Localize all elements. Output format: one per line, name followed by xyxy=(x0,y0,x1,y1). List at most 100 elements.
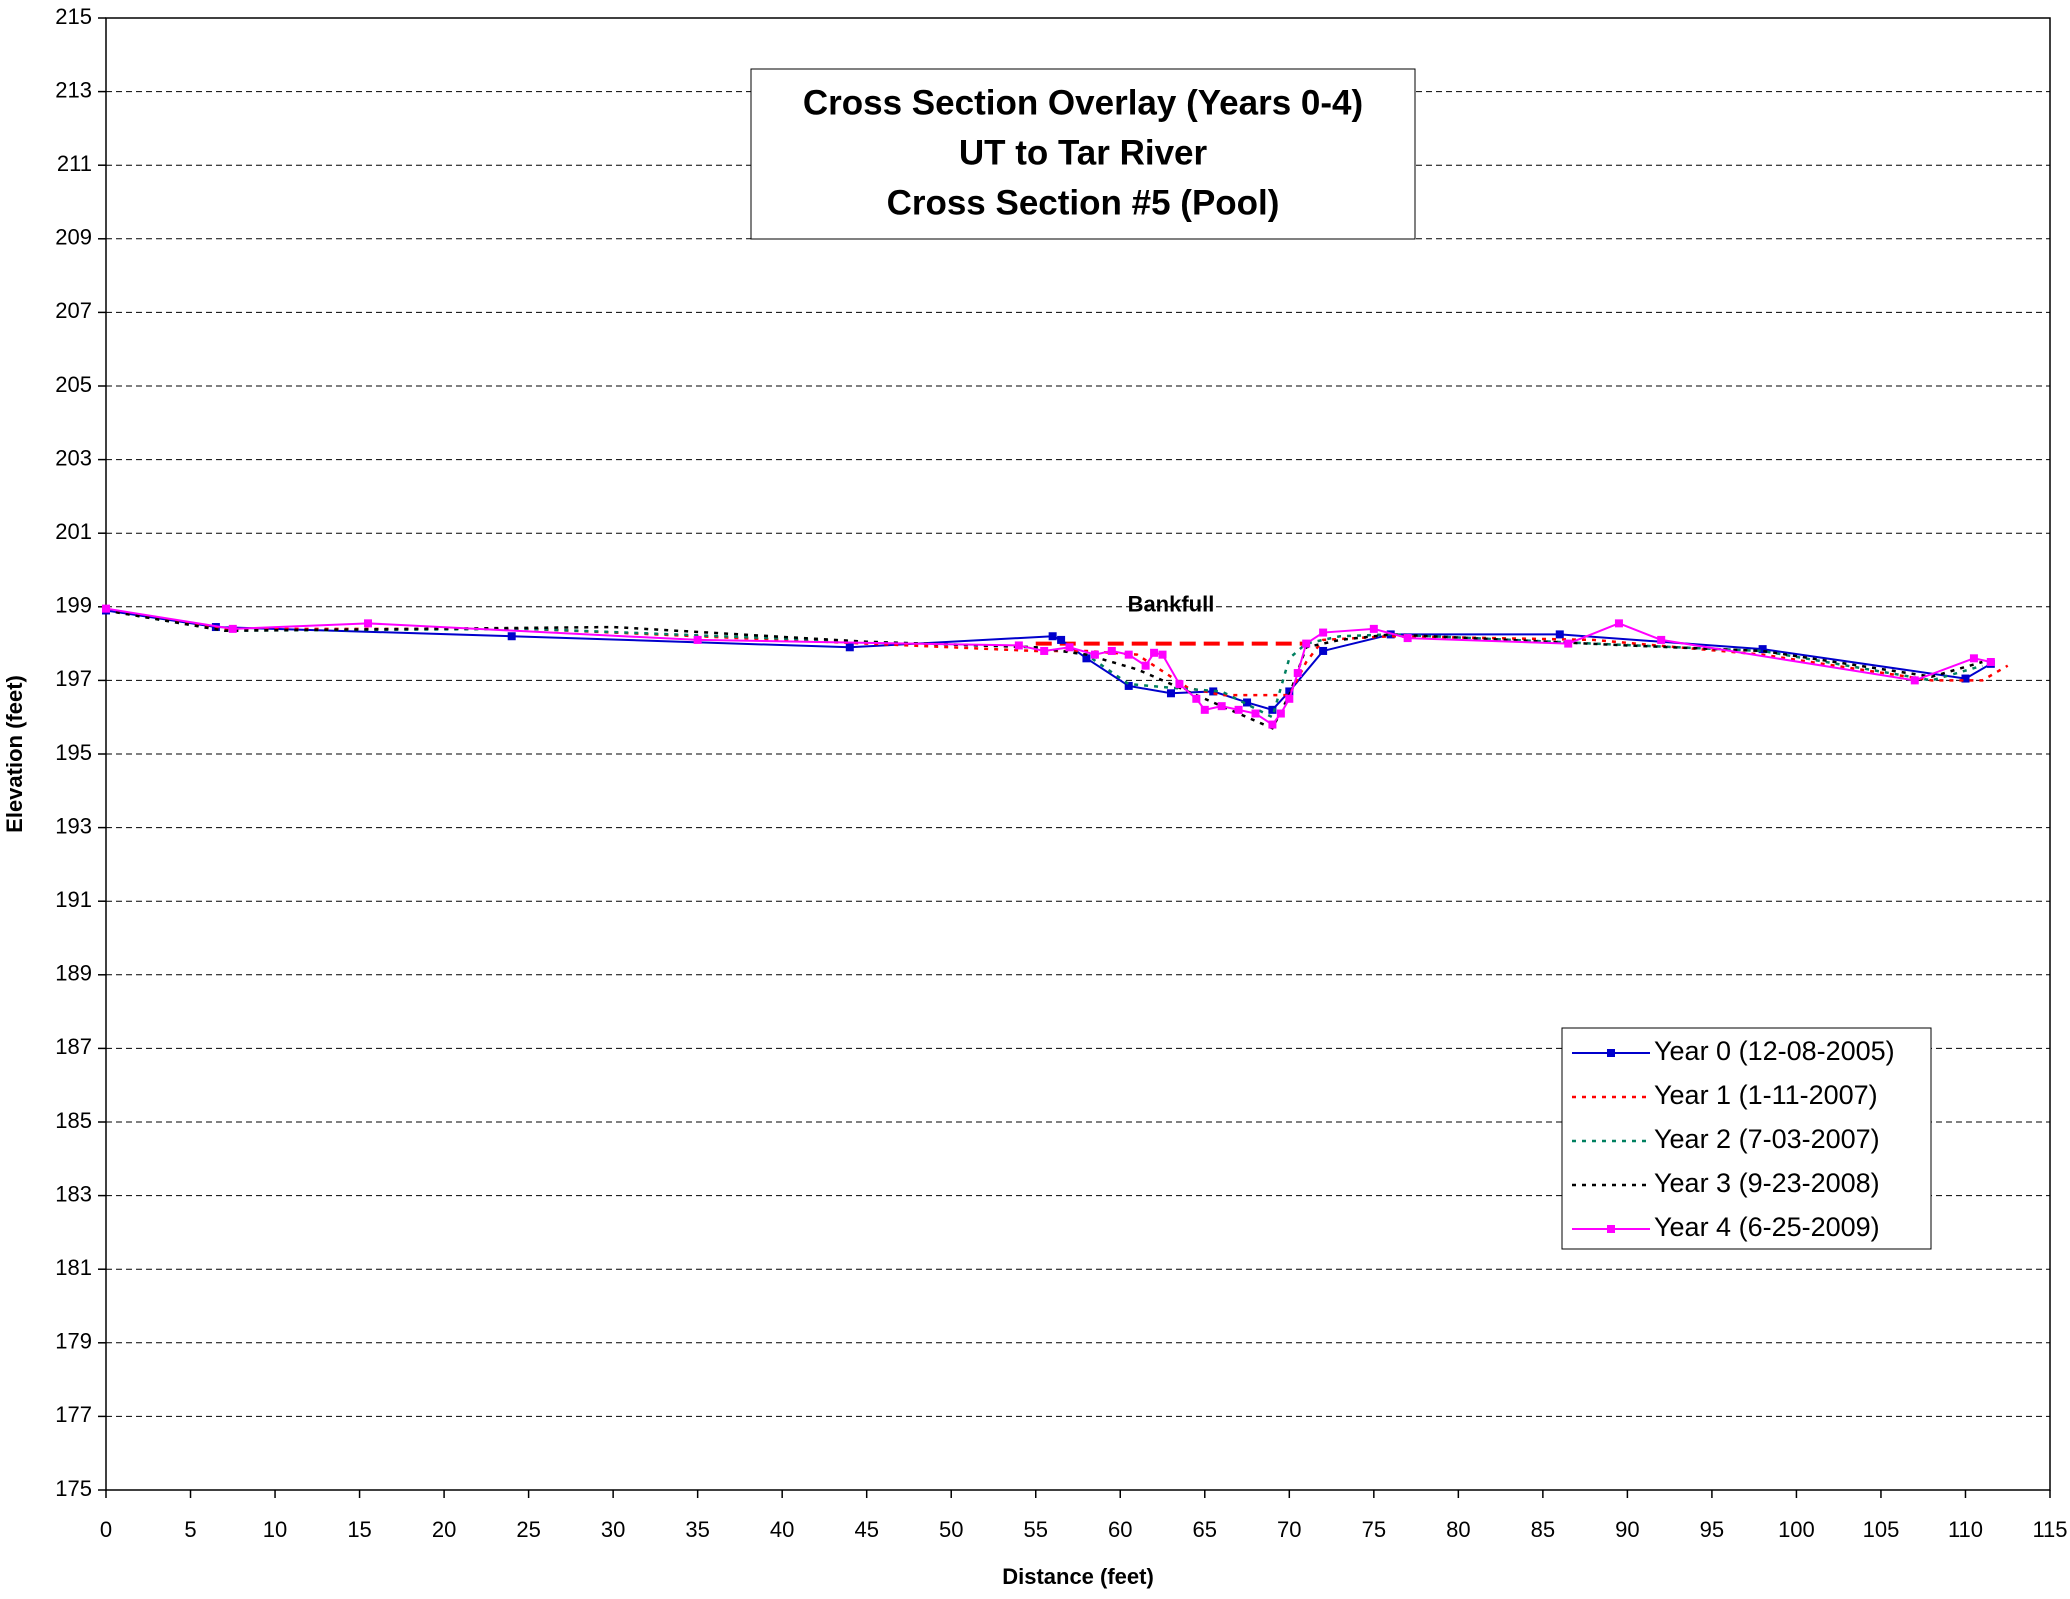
series-marker xyxy=(693,635,702,644)
series-marker xyxy=(1403,634,1412,643)
series-marker xyxy=(1090,650,1099,659)
y-tick-label: 207 xyxy=(55,298,92,323)
series-line xyxy=(105,609,1983,730)
bankfull-label: Bankfull xyxy=(1128,591,1215,616)
series-marker xyxy=(845,643,854,652)
x-tick-label: 80 xyxy=(1446,1517,1470,1542)
series-marker xyxy=(1158,650,1167,659)
x-tick-label: 55 xyxy=(1023,1517,1047,1542)
series-marker xyxy=(364,619,373,628)
series-marker xyxy=(1048,632,1057,641)
series-marker xyxy=(1285,694,1294,703)
series-marker xyxy=(1564,639,1573,648)
legend-label: Year 4 (6-25-2009) xyxy=(1654,1212,1880,1242)
x-axis-label: Distance (feet) xyxy=(1002,1564,1154,1589)
legend-box xyxy=(1561,1027,1932,1250)
series-marker xyxy=(1302,639,1311,648)
x-tick-label: 105 xyxy=(1863,1517,1900,1542)
series-marker xyxy=(1758,645,1767,654)
y-tick-label: 199 xyxy=(55,593,92,618)
series-marker xyxy=(1166,689,1175,698)
x-tick-label: 85 xyxy=(1531,1517,1555,1542)
y-tick-label: 201 xyxy=(55,519,92,544)
x-tick-label: 0 xyxy=(100,1517,112,1542)
series-marker xyxy=(1141,661,1150,670)
series-marker xyxy=(1200,705,1209,714)
x-tick-label: 115 xyxy=(2032,1517,2067,1542)
y-tick-label: 191 xyxy=(55,887,92,912)
x-tick-label: 60 xyxy=(1108,1517,1132,1542)
series-marker xyxy=(1276,709,1285,718)
y-tick-label: 193 xyxy=(55,813,92,838)
x-tick-label: 65 xyxy=(1193,1517,1217,1542)
series-marker xyxy=(1268,705,1277,714)
series-marker xyxy=(1243,698,1252,707)
series-marker xyxy=(1293,669,1302,678)
series-marker xyxy=(1124,681,1133,690)
y-tick-label: 189 xyxy=(55,961,92,986)
y-tick-label: 175 xyxy=(55,1476,92,1501)
legend-marker xyxy=(1607,1049,1615,1057)
y-tick-label: 181 xyxy=(55,1255,92,1280)
x-tick-label: 95 xyxy=(1700,1517,1724,1542)
series-line xyxy=(105,609,2009,697)
series-marker xyxy=(1057,635,1066,644)
series-marker xyxy=(1209,687,1218,696)
x-tick-label: 30 xyxy=(601,1517,625,1542)
title-box xyxy=(750,68,1416,240)
series-marker xyxy=(1192,694,1201,703)
series-marker xyxy=(1150,648,1159,657)
series-marker xyxy=(102,604,110,613)
series-marker xyxy=(1014,641,1023,650)
x-tick-label: 90 xyxy=(1615,1517,1639,1542)
series-marker xyxy=(1251,709,1260,718)
series-marker xyxy=(1969,654,1978,663)
x-tick-label: 45 xyxy=(854,1517,878,1542)
series-marker xyxy=(1285,687,1294,696)
chart-title: Cross Section #5 (Pool) xyxy=(887,183,1280,222)
y-tick-label: 187 xyxy=(55,1034,92,1059)
series-marker xyxy=(1369,624,1378,633)
x-tick-label: 110 xyxy=(1948,1517,1983,1542)
x-tick-label: 15 xyxy=(347,1517,371,1542)
series-marker xyxy=(1961,674,1970,683)
x-tick-label: 40 xyxy=(770,1517,794,1542)
series-marker xyxy=(1614,619,1623,628)
series-marker xyxy=(1319,646,1328,655)
series-marker xyxy=(1555,630,1564,639)
x-tick-label: 100 xyxy=(1778,1517,1815,1542)
series-marker xyxy=(1986,658,1995,666)
x-tick-label: 20 xyxy=(432,1517,456,1542)
y-axis-label: Elevation (feet) xyxy=(2,675,27,833)
y-tick-label: 209 xyxy=(55,225,92,250)
y-tick-label: 183 xyxy=(55,1181,92,1206)
series-marker xyxy=(1268,720,1277,729)
chart-title: UT to Tar River xyxy=(959,133,1208,172)
series-marker xyxy=(1234,705,1243,714)
legend-label: Year 3 (9-23-2008) xyxy=(1654,1168,1880,1198)
legend-label: Year 2 (7-03-2007) xyxy=(1654,1124,1880,1154)
y-tick-label: 213 xyxy=(55,77,92,102)
y-tick-label: 205 xyxy=(55,372,92,397)
series-marker xyxy=(1319,628,1328,637)
legend-label: Year 1 (1-11-2007) xyxy=(1654,1080,1878,1110)
x-tick-label: 75 xyxy=(1362,1517,1386,1542)
series-marker xyxy=(1082,654,1091,663)
series-marker xyxy=(228,624,237,633)
x-tick-label: 25 xyxy=(516,1517,540,1542)
series-marker xyxy=(1175,680,1184,689)
x-tick-label: 70 xyxy=(1277,1517,1301,1542)
x-tick-label: 50 xyxy=(939,1517,963,1542)
series-marker xyxy=(507,632,516,641)
legend-label: Year 0 (12-08-2005) xyxy=(1654,1036,1895,1066)
y-tick-label: 211 xyxy=(57,151,92,176)
plot-frame xyxy=(105,17,2051,1491)
y-tick-label: 177 xyxy=(55,1402,92,1427)
chart-title: Cross Section Overlay (Years 0-4) xyxy=(803,83,1363,122)
series-marker xyxy=(1910,676,1919,685)
x-tick-label: 5 xyxy=(184,1517,196,1542)
series-marker xyxy=(1124,650,1133,659)
